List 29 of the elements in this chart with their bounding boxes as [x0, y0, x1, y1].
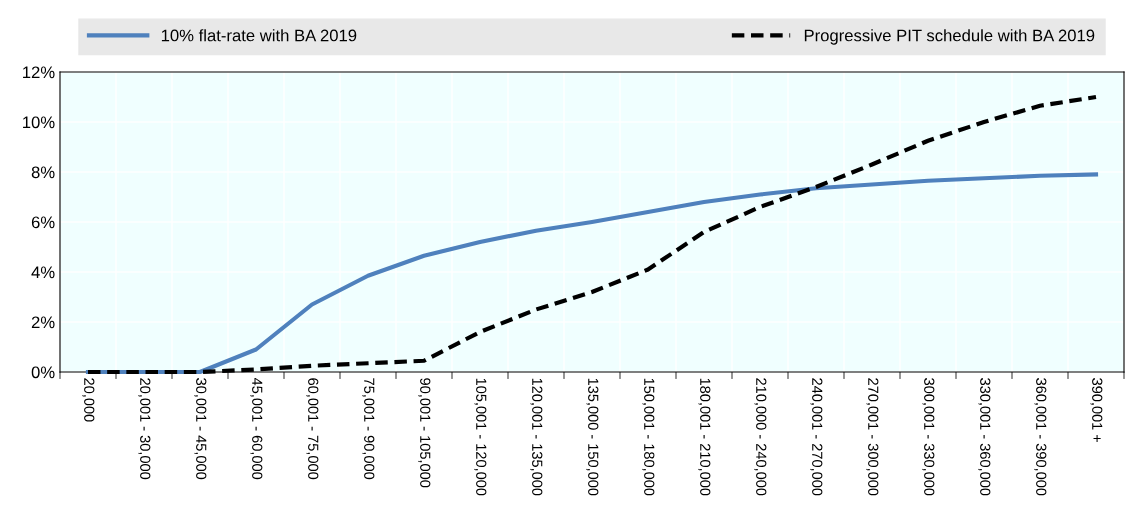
y-tick-label: 12%: [23, 66, 55, 79]
x-tick-label: 120,001 - 135,000: [530, 378, 543, 496]
legend-label: Progressive PIT schedule with BA 2019: [804, 29, 1095, 45]
x-tick-label: 90,001 - 105,000: [418, 378, 431, 488]
x-tick-label: 60,001 - 75,000: [306, 378, 319, 480]
x-tick-label: 300,001 - 330,000: [922, 378, 935, 496]
x-tick-label: 210,000 - 240,000: [754, 378, 767, 496]
x-tick-label: 180,001 - 210,000: [698, 378, 711, 496]
y-tick-label: 10%: [23, 116, 55, 129]
y-tick-label: 6%: [31, 216, 55, 229]
x-tick-label: 240,001 - 270,000: [810, 378, 823, 496]
line-series: [85, 172, 1099, 375]
x-tick-label: 330,001 - 360,000: [978, 378, 991, 496]
x-tick-label: 75,001 - 90,000: [362, 378, 375, 480]
x-tick-label: 105,001 - 120,000: [474, 378, 487, 496]
x-tick-label: 270,001 - 300,000: [866, 378, 879, 496]
x-tick-label: 20,000: [82, 378, 95, 422]
x-tick-label: 150,001 - 180,000: [642, 378, 655, 496]
y-tick-label: 8%: [31, 166, 55, 179]
x-tick-label: 30,001 - 45,000: [194, 378, 207, 480]
x-tick-label: 360,001 - 390,000: [1034, 378, 1047, 496]
legend-label: 10% flat-rate with BA 2019: [161, 29, 357, 42]
y-tick-label: 4%: [31, 266, 55, 279]
x-tick-label: 390,001 +: [1090, 378, 1103, 443]
y-tick-label: 2%: [31, 316, 55, 329]
y-tick-label: 0%: [31, 366, 55, 379]
x-tick-label: 135,000 - 150,000: [586, 378, 599, 496]
x-tick-label: 45,001 - 60,000: [250, 377, 263, 480]
x-tick-label: 20,001 - 30,000: [138, 378, 151, 480]
